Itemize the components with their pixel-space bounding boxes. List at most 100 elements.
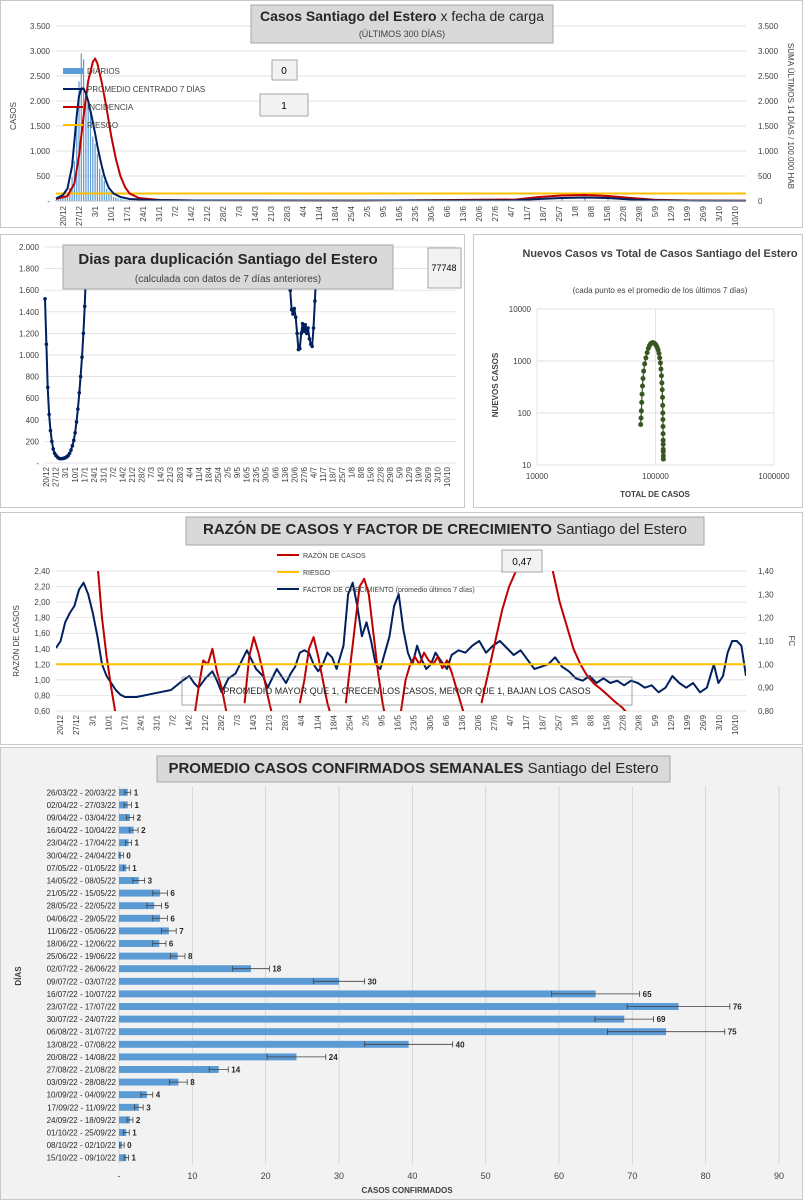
y-tick-label-left: 1,20	[34, 660, 50, 669]
x-tick-label: 30/5	[427, 205, 436, 221]
x-tick-label: 29/8	[635, 205, 644, 221]
y-tick-label-left: 2.500	[30, 72, 51, 81]
data-label: 3	[146, 1103, 151, 1112]
scatter-point	[643, 355, 649, 361]
x-tick-label: 25/7	[554, 714, 563, 730]
data-label: 8	[190, 1078, 195, 1087]
x-tick-label: 6/6	[271, 466, 280, 478]
category-label: 17/09/22 - 11/09/22	[47, 1103, 116, 1112]
y-tick-label-right: 0,80	[758, 707, 774, 716]
x-tick-label: 20	[261, 1171, 271, 1181]
x-tick-label: 5/9	[651, 714, 660, 726]
x-tick-label: 10/10	[731, 714, 740, 735]
legend-label: RIESGO	[87, 121, 118, 130]
category-label: 14/05/22 - 08/05/22	[47, 877, 117, 886]
legend-label: INCIDENCIA	[87, 103, 134, 112]
x-tick-label: 28/3	[283, 205, 292, 221]
data-label: 6	[170, 914, 175, 923]
chart-subtitle: (calculada con datos de 7 días anteriore…	[135, 274, 321, 285]
x-tick-label: 27/6	[490, 714, 499, 730]
data-label: 1	[132, 1154, 137, 1163]
point-dias-duplicacion	[77, 391, 82, 395]
point-dias-duplicacion	[299, 331, 303, 336]
bar-diarios	[122, 199, 124, 201]
bar-diarios	[60, 199, 62, 201]
x-tick-label: 12/9	[405, 466, 414, 482]
data-label: 40	[456, 1040, 465, 1049]
point-dias-duplicacion	[71, 438, 76, 443]
point-dias-duplicacion	[43, 297, 47, 301]
line-promedio	[55, 87, 746, 202]
bar	[119, 990, 596, 998]
x-tick-label: 9/5	[233, 466, 242, 478]
x-tick-label: 6/6	[443, 205, 452, 217]
line-razon-casos	[480, 571, 518, 704]
y-tick-label-left: 3.000	[30, 47, 51, 56]
x-tick-label: 3/1	[61, 466, 70, 478]
line-razon-casos	[97, 571, 117, 711]
y-tick-label-right: 0,90	[758, 684, 774, 693]
x-tick-label: 11/4	[195, 466, 204, 482]
x-tick-label: 29/8	[635, 714, 644, 730]
x-tick-label: 13/6	[458, 714, 467, 730]
x-tick-label: 14/3	[157, 466, 166, 482]
y-tick-label-left: 1,80	[34, 614, 50, 623]
x-tick-label: 8/8	[586, 714, 595, 726]
bar	[119, 940, 160, 947]
point-dias-duplicacion	[48, 428, 53, 433]
x-tick-label: 20/6	[474, 714, 483, 730]
y-tick-label-right: 500	[758, 172, 772, 181]
x-tick-label: 20/12	[56, 714, 65, 735]
x-tick-label: 3/10	[434, 466, 443, 482]
chart-title: RAZÓN DE CASOS Y FACTOR DE CRECIMIENTO S…	[203, 520, 687, 538]
scatter-point	[656, 350, 662, 356]
x-tick-label: 14/2	[187, 205, 196, 221]
x-tick-label: 11/7	[319, 466, 328, 482]
x-tick-label: 4/7	[507, 205, 516, 217]
y-tick-label-left: -	[47, 197, 50, 206]
bar	[119, 1116, 130, 1124]
x-tick-label: 31/1	[99, 466, 108, 482]
bar	[119, 1040, 409, 1048]
data-label: 1	[134, 788, 139, 797]
category-label: 13/08/22 - 07/08/22	[47, 1040, 117, 1049]
category-label: 23/04/22 - 17/04/22	[47, 839, 117, 848]
x-tick-label: 7/3	[233, 714, 242, 726]
bar	[119, 1078, 179, 1086]
x-tick-label: 26/9	[699, 205, 708, 221]
chart-title-rest: Santiago del Estero	[523, 760, 658, 777]
category-label: 07/05/22 - 01/05/22	[47, 864, 117, 873]
point-dias-duplicacion	[74, 420, 79, 424]
chart-title: Dias para duplicación Santiago del Ester…	[78, 251, 377, 268]
panel-casos-diarios: - 0 500 500 1.000 1.000 1.500 1.500 2.000 2.000 2.…	[0, 0, 803, 228]
value-box-text: 77748	[431, 263, 456, 273]
scatter-point	[660, 456, 666, 462]
scatter-point	[642, 361, 648, 367]
x-tick-label: 14/3	[251, 205, 260, 221]
y-tick-label-left: 2,40	[34, 567, 50, 576]
bar-diarios	[87, 101, 89, 201]
y-tick-label-left: 3.500	[30, 22, 51, 31]
scatter-point	[644, 350, 650, 356]
point-dias-duplicacion	[70, 443, 75, 448]
legend-label: RIESGO	[303, 570, 331, 577]
bar-diarios	[76, 122, 78, 201]
bar-diarios	[57, 199, 59, 201]
bar-diarios	[112, 196, 115, 201]
x-tick-label: 1000000	[758, 472, 790, 481]
x-tick-label: 17/1	[80, 466, 89, 482]
x-tick-label: 1/8	[571, 205, 580, 217]
x-tick-label: 4/4	[185, 466, 194, 478]
data-label: 76	[733, 1003, 742, 1012]
y-tick-label-left: 2,00	[34, 598, 50, 607]
x-tick-label: 17/1	[120, 714, 129, 730]
x-tick-label: 13/6	[459, 205, 468, 221]
x-tick-label: 27/12	[72, 714, 81, 735]
bar	[119, 1091, 147, 1099]
data-label: 0	[126, 851, 131, 860]
bar-diarios	[106, 188, 108, 201]
x-tick-label: 28/2	[217, 714, 226, 730]
scatter-point	[638, 415, 644, 421]
point-dias-duplicacion	[307, 337, 312, 341]
point-dias-duplicacion	[310, 344, 314, 349]
